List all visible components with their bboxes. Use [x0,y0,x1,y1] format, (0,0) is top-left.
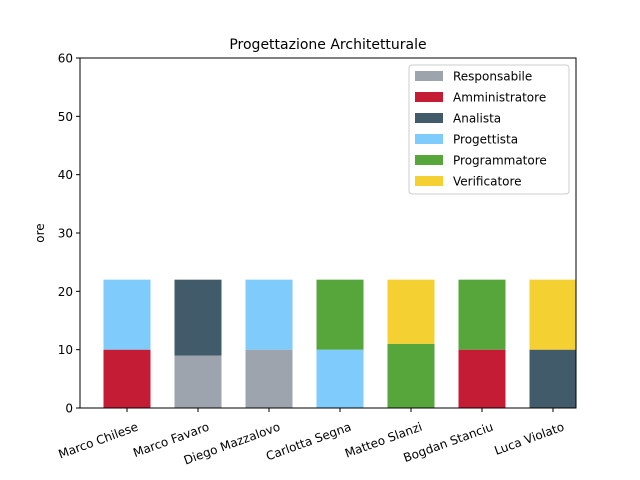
legend-swatch-amministratore [415,92,443,102]
legend-label-programmatore: Programmatore [453,154,547,168]
legend-swatch-responsabile [415,71,443,81]
bars-group [103,279,577,408]
plot-frame [79,57,577,409]
bar-progettista-3 [316,349,364,408]
y-tick-label: 10 [58,343,73,357]
bar-amministratore-5 [458,349,506,408]
bar-programmatore-4 [387,343,435,408]
y-tick-label: 50 [58,110,73,124]
y-tick-label: 30 [58,227,73,241]
bar-responsabile-2 [245,349,293,408]
legend-label-amministratore: Amministratore [453,91,546,105]
y-tick-label: 0 [65,402,73,416]
bar-programmatore-5 [458,279,506,350]
x-tick-label: Luca Violato [492,420,566,458]
bar-progettista-0 [103,279,151,350]
x-tick-label: Marco Chilese [56,420,140,462]
bar-programmatore-3 [316,279,364,350]
legend-label-analista: Analista [453,112,501,126]
chart-title: Progettazione Architetturale [229,37,426,53]
bar-progettista-2 [245,279,293,350]
legend-swatch-verificatore [415,176,443,186]
bar-amministratore-0 [103,349,151,408]
bar-verificatore-6 [529,279,577,350]
legend: Responsabile Amministratore Analista Proget… [408,64,570,195]
legend-box [408,64,570,195]
y-axis-label: ore [33,223,47,242]
legend-swatch-programmatore [415,155,443,165]
legend-label-responsabile: Responsabile [453,70,532,84]
bar-analista-6 [529,349,577,408]
legend-label-progettista: Progettista [453,133,518,147]
bar-verificatore-4 [387,279,435,344]
legend-swatch-progettista [415,134,443,144]
y-tick-label: 20 [58,285,73,299]
legend-label-verificatore: Verificatore [453,175,522,189]
y-tick-label: 60 [58,52,73,66]
y-axis: 0 10 20 30 40 50 60 [58,52,80,416]
bar-responsabile-1 [174,355,222,408]
legend-swatch-analista [415,113,443,123]
bar-analista-1 [174,279,222,356]
y-tick-label: 40 [58,168,73,182]
